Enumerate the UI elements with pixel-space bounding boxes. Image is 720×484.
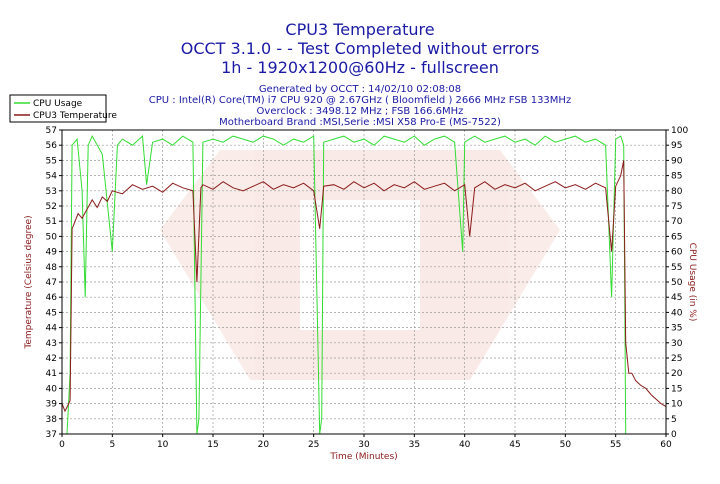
- y-right-tick-label: 85: [671, 172, 682, 182]
- y-left-tick-label: 46: [46, 293, 58, 303]
- x-tick-label: 50: [560, 440, 572, 450]
- x-tick-label: 0: [59, 440, 65, 450]
- x-tick-label: 55: [610, 440, 621, 450]
- info-motherboard: Motherboard Brand :MSI,Serie :MSI X58 Pr…: [219, 117, 501, 128]
- y-left-tick-label: 52: [46, 202, 57, 212]
- info-overclock: Overclock : 3498.12 MHz ; FSB 166.6MHz: [257, 106, 464, 117]
- info-generated: Generated by OCCT : 14/02/10 02:08:08: [259, 84, 461, 95]
- y-right-tick-label: 45: [671, 293, 682, 303]
- y-left-tick-label: 40: [46, 384, 58, 394]
- y-left-tick-label: 43: [46, 339, 57, 349]
- y-left-tick-label: 55: [46, 156, 57, 166]
- y-left-tick-label: 49: [46, 248, 58, 258]
- axis-ticks: 0 5 10 15 20 25 30 35 40 45 50 55 603738394041424344…: [46, 126, 689, 450]
- x-tick-label: 10: [157, 440, 169, 450]
- series-line-cpu3-temperature: [62, 160, 666, 413]
- legend-label-cpu-usage: CPU Usage: [33, 99, 83, 109]
- y-left-tick-label: 56: [46, 141, 58, 151]
- y-right-tick-label: 70: [671, 217, 683, 227]
- y-left-tick-label: 37: [46, 430, 57, 440]
- chart-title: CPU3 Temperature: [285, 20, 434, 39]
- y-left-tick-label: 47: [46, 278, 57, 288]
- y-right-tick-label: 75: [671, 202, 682, 212]
- y-right-tick-label: 60: [671, 248, 683, 258]
- y-left-tick-label: 57: [46, 126, 57, 136]
- chart-subtitle-2: 1h - 1920x1200@60Hz - fullscreen: [221, 58, 499, 77]
- x-tick-label: 5: [109, 440, 115, 450]
- legend-label-cpu3-temperature: CPU3 Temperature: [33, 111, 117, 121]
- x-tick-label: 20: [258, 440, 270, 450]
- y-axis-left-label: Temperature (Celsius degree): [24, 215, 34, 349]
- series-line-cpu-usage: [62, 134, 666, 434]
- x-axis-label: Time (Minutes): [329, 452, 397, 462]
- y-left-tick-label: 42: [46, 354, 57, 364]
- y-left-tick-label: 38: [46, 415, 58, 425]
- y-left-tick-label: 39: [46, 400, 58, 410]
- y-right-tick-label: 0: [671, 430, 677, 440]
- series-lines: [62, 134, 666, 434]
- y-right-tick-label: 15: [671, 384, 682, 394]
- x-tick-label: 15: [207, 440, 218, 450]
- y-left-tick-label: 45: [46, 308, 57, 318]
- watermark-logo: [160, 150, 560, 380]
- x-tick-label: 30: [358, 440, 370, 450]
- y-left-tick-label: 53: [46, 187, 57, 197]
- x-tick-label: 35: [409, 440, 420, 450]
- y-left-tick-label: 44: [46, 324, 58, 334]
- y-right-tick-label: 65: [671, 232, 682, 242]
- y-right-tick-label: 50: [671, 278, 683, 288]
- y-right-tick-label: 25: [671, 354, 682, 364]
- y-right-tick-label: 40: [671, 308, 683, 318]
- y-left-tick-label: 48: [46, 263, 58, 273]
- y-left-tick-label: 51: [46, 217, 57, 227]
- y-right-tick-label: 90: [671, 156, 683, 166]
- y-right-tick-label: 10: [671, 400, 683, 410]
- y-left-tick-label: 50: [46, 232, 58, 242]
- info-cpu: CPU : Intel(R) Core(TM) i7 CPU 920 @ 2.6…: [149, 95, 571, 106]
- legend: CPU Usage CPU3 Temperature: [9, 94, 117, 123]
- x-tick-label: 40: [459, 440, 471, 450]
- x-tick-label: 25: [308, 440, 319, 450]
- y-axis-right-label: CPU Usage (in %): [687, 243, 697, 322]
- y-right-tick-label: 100: [671, 126, 688, 136]
- y-right-tick-label: 95: [671, 141, 682, 151]
- legend-box: [9, 94, 107, 123]
- chart-subtitle-1: OCCT 3.1.0 - - Test Completed without er…: [181, 39, 540, 58]
- y-right-tick-label: 55: [671, 263, 682, 273]
- y-right-tick-label: 35: [671, 324, 682, 334]
- grid: [61, 129, 667, 435]
- y-right-tick-label: 5: [671, 415, 677, 425]
- y-right-tick-label: 20: [671, 369, 683, 379]
- y-right-tick-label: 30: [671, 339, 683, 349]
- x-tick-label: 60: [660, 440, 672, 450]
- y-right-tick-label: 80: [671, 187, 683, 197]
- y-left-tick-label: 54: [46, 172, 58, 182]
- x-tick-label: 45: [509, 440, 520, 450]
- y-left-tick-label: 41: [46, 369, 57, 379]
